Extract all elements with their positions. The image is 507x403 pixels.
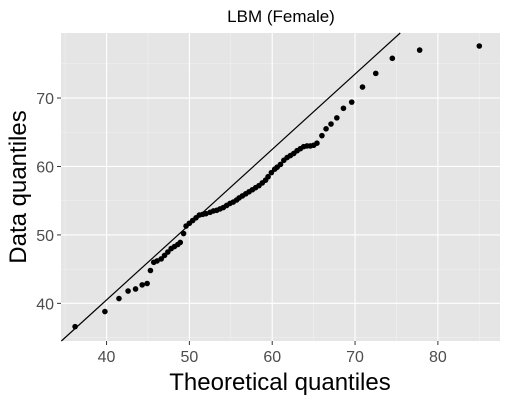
reference-line-group [60, 32, 401, 342]
x-tick-label: 70 [346, 349, 364, 366]
data-point [314, 140, 320, 146]
data-point [348, 99, 355, 105]
reference-line [60, 32, 401, 342]
data-point [340, 105, 347, 112]
y-tick-label: 60 [36, 159, 54, 176]
x-tick-label: 80 [429, 349, 447, 366]
minor-gridlines [61, 33, 500, 341]
data-point [359, 84, 366, 90]
y-axis: 40 50 60 70 [36, 91, 61, 313]
x-tick-label: 50 [180, 349, 198, 366]
data-point [180, 230, 187, 237]
data-point [125, 288, 131, 294]
plot-panel [61, 33, 500, 341]
x-tick-label: 40 [98, 349, 116, 366]
data-point [144, 280, 150, 287]
data-point [319, 132, 325, 139]
data-point [372, 70, 379, 77]
data-point [132, 286, 139, 292]
x-tick-label: 60 [263, 349, 281, 366]
data-point [328, 121, 334, 127]
data-point [265, 173, 271, 180]
data-point [177, 239, 184, 246]
x-axis-title: Theoretical quantiles [169, 369, 390, 396]
data-point [147, 267, 154, 274]
major-gridlines [61, 33, 500, 341]
data-point [72, 323, 78, 330]
chart-title: LBM (Female) [227, 7, 335, 26]
y-tick-label: 50 [36, 228, 54, 245]
data-points [72, 43, 483, 330]
data-point [154, 258, 160, 264]
y-axis-title: Data quantiles [5, 110, 32, 263]
y-tick-label: 70 [36, 91, 54, 108]
data-point [476, 43, 483, 49]
data-point [102, 308, 108, 315]
data-point [277, 161, 284, 168]
y-tick-label: 40 [36, 296, 54, 313]
data-point [416, 47, 423, 53]
data-point [334, 115, 340, 121]
data-point [116, 295, 122, 302]
data-point [139, 282, 145, 288]
data-point [323, 126, 329, 132]
x-axis: 40 50 60 70 80 [98, 341, 447, 366]
data-point [389, 55, 396, 62]
